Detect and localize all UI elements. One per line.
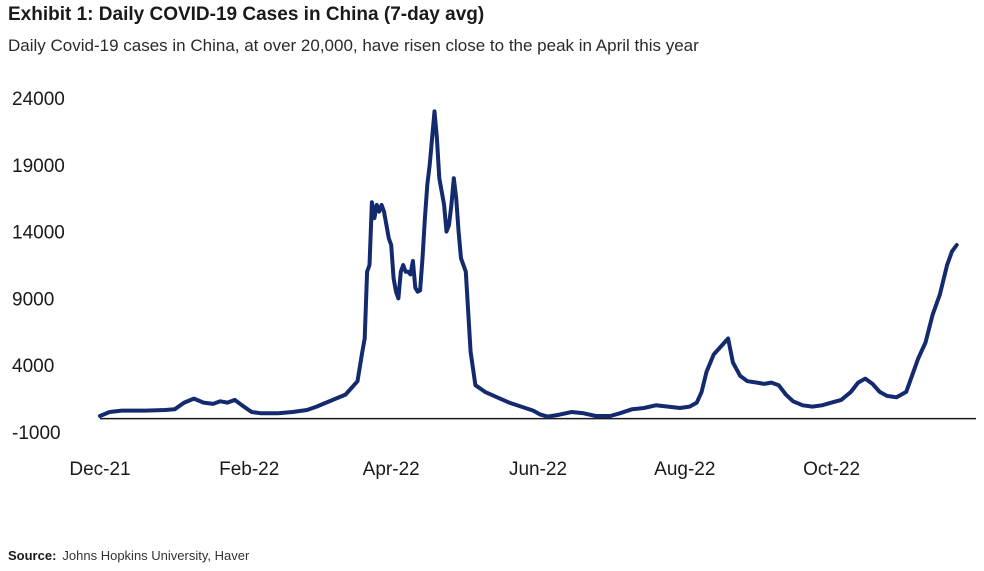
line-chart: 24000 19000 14000 9000 4000 -1000 Dec-21 Feb-2… xyxy=(12,89,976,480)
source-note: Source: Johns Hopkins University, Haver xyxy=(8,548,249,563)
source-label: Source: xyxy=(8,548,57,563)
x-tick-label: Aug-22 xyxy=(654,459,715,480)
x-tick-label: Dec-21 xyxy=(69,459,130,480)
x-tick-label: Feb-22 xyxy=(219,459,279,480)
y-tick-label: 9000 xyxy=(12,289,54,310)
series-line xyxy=(98,109,959,419)
x-tick-label: Apr-22 xyxy=(363,459,420,480)
source-text: Johns Hopkins University, Haver xyxy=(62,548,250,563)
y-tick-label: 19000 xyxy=(12,156,65,177)
y-axis: 24000 19000 14000 9000 4000 -1000 xyxy=(12,89,65,444)
x-tick-label: Jun-22 xyxy=(509,459,567,480)
chart-subtitle: Daily Covid-19 cases in China, at over 2… xyxy=(8,36,699,55)
x-tick-label: Oct-22 xyxy=(803,459,860,480)
x-axis: Dec-21 Feb-22 Apr-22 Jun-22 Aug-22 Oct-22 xyxy=(69,459,860,480)
y-tick-label: -1000 xyxy=(12,423,61,444)
y-tick-label: 24000 xyxy=(12,89,65,110)
y-tick-label: 4000 xyxy=(12,356,54,377)
chart-title: Exhibit 1: Daily COVID-19 Cases in China… xyxy=(8,4,485,25)
y-tick-label: 14000 xyxy=(12,223,65,244)
